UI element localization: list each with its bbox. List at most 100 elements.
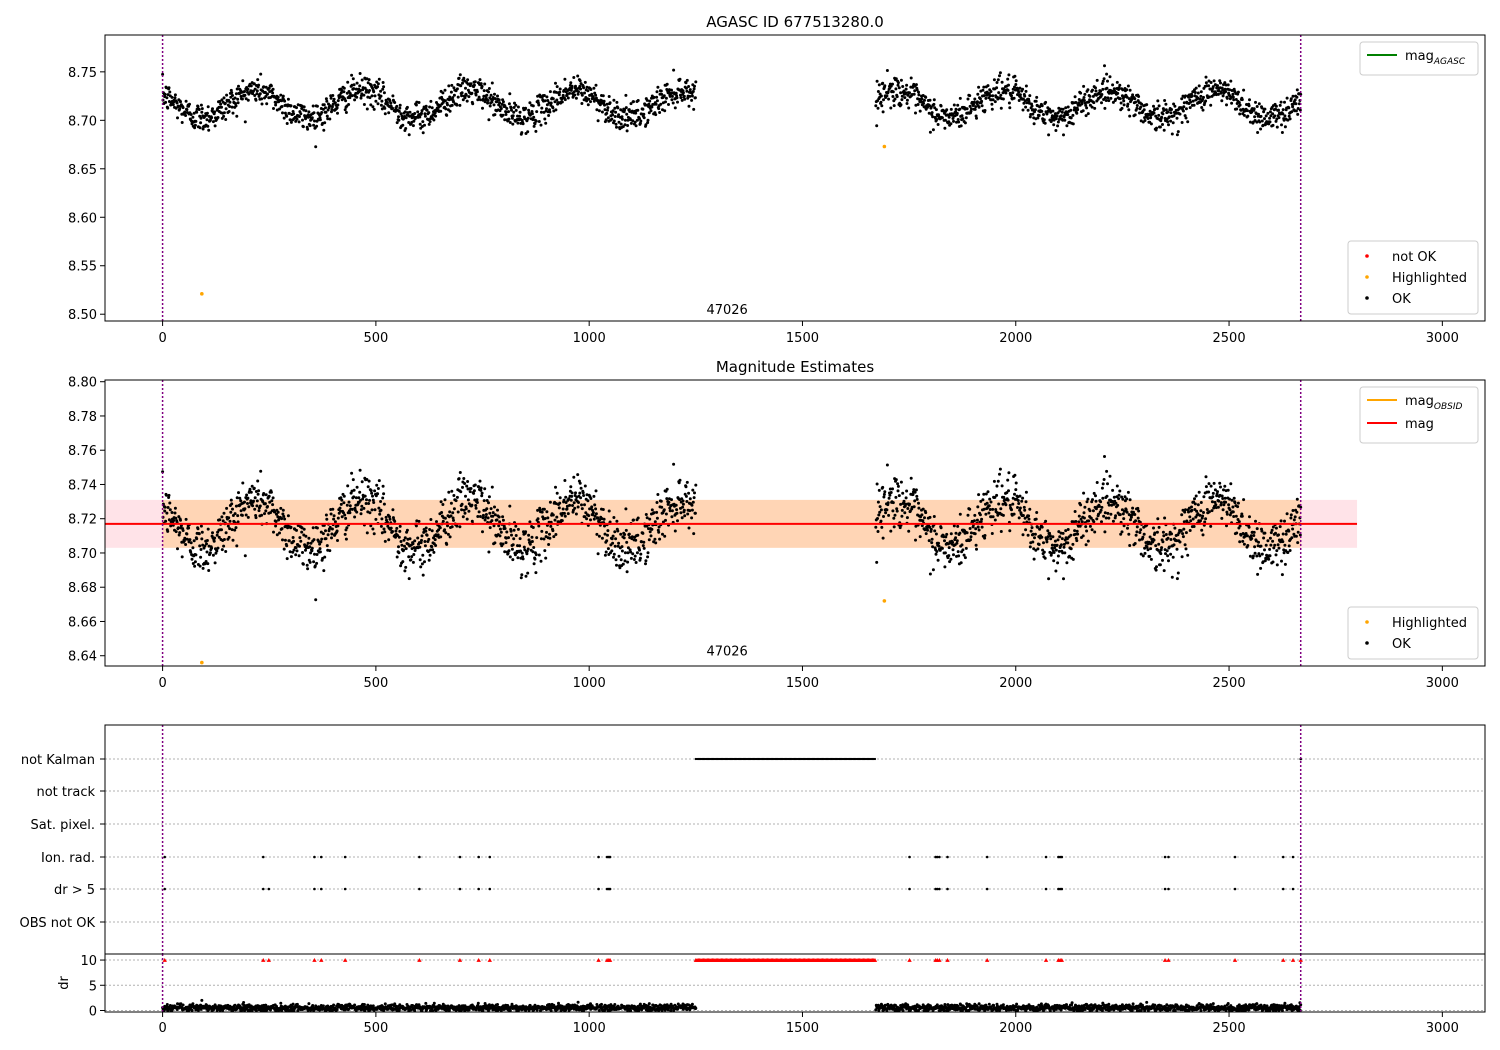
data-point (1173, 526, 1177, 530)
data-point (576, 74, 580, 78)
data-point (289, 555, 293, 559)
data-point (647, 111, 651, 115)
data-point (932, 98, 936, 102)
data-point (616, 106, 620, 110)
data-point (1031, 540, 1035, 544)
data-point (952, 119, 955, 123)
data-point (1116, 91, 1120, 95)
data-point (1152, 538, 1156, 542)
data-point (197, 532, 201, 536)
data-point (1148, 554, 1152, 558)
data-point (434, 544, 438, 547)
data-point (358, 84, 362, 88)
data-point (1281, 540, 1285, 544)
data-point (1252, 530, 1256, 534)
data-point (486, 101, 490, 105)
data-point (485, 499, 489, 502)
data-point (528, 101, 532, 105)
data-point (1295, 88, 1299, 92)
data-point (313, 552, 316, 556)
data-point (605, 102, 609, 106)
data-point (520, 573, 524, 577)
data-point (413, 112, 417, 115)
data-point (663, 109, 667, 113)
data-point (178, 107, 182, 111)
data-point (661, 520, 665, 524)
data-point (1240, 512, 1244, 516)
data-point (981, 498, 985, 502)
data-point (616, 529, 620, 533)
data-point (1024, 89, 1028, 93)
data-point (560, 519, 564, 523)
data-point (530, 535, 534, 539)
data-point (1198, 513, 1202, 517)
data-point (243, 500, 246, 504)
data-point (917, 90, 920, 94)
data-point (493, 541, 497, 545)
data-point (900, 98, 904, 102)
data-point (344, 516, 348, 520)
data-point (239, 499, 243, 503)
data-point (478, 78, 482, 82)
data-point (1287, 106, 1291, 110)
data-point (190, 557, 194, 561)
data-point (1164, 533, 1168, 536)
data-point (1074, 520, 1078, 523)
data-point (391, 94, 395, 98)
data-point (339, 496, 343, 500)
data-point (676, 519, 679, 523)
data-point (924, 95, 928, 99)
data-point (1268, 536, 1272, 540)
data-point (412, 553, 416, 556)
flag-point (313, 887, 316, 891)
data-point (477, 485, 481, 489)
data-point (491, 511, 495, 515)
data-point (508, 92, 512, 96)
data-point (362, 506, 366, 510)
data-point (1025, 520, 1029, 524)
data-point (603, 103, 606, 107)
flag-point (597, 855, 600, 859)
data-point (620, 117, 624, 121)
data-point (502, 524, 506, 528)
data-point (1056, 120, 1060, 124)
data-point (1225, 103, 1228, 107)
data-point (658, 111, 662, 114)
data-point (1028, 545, 1032, 549)
data-point (335, 529, 339, 533)
data-point (401, 560, 405, 564)
data-point (1017, 99, 1021, 102)
data-point (1040, 535, 1044, 539)
data-point (694, 483, 698, 487)
data-point (1251, 554, 1255, 558)
data-point (1231, 92, 1235, 96)
data-point (617, 541, 621, 545)
data-point (1140, 102, 1144, 106)
data-point (314, 598, 318, 602)
data-point (1253, 115, 1257, 119)
data-point (1017, 90, 1021, 94)
data-point (166, 93, 170, 97)
data-point (610, 117, 614, 121)
data-point (1232, 496, 1236, 500)
data-point (880, 525, 884, 529)
data-point (619, 108, 623, 112)
data-point (665, 487, 669, 491)
data-point (1229, 482, 1233, 486)
data-point (1103, 106, 1107, 110)
data-point (403, 536, 407, 540)
data-point (1125, 510, 1129, 514)
data-point (641, 544, 645, 548)
data-point (234, 102, 237, 106)
data-point (945, 108, 949, 112)
data-point (210, 116, 214, 120)
data-point (606, 108, 609, 112)
data-point (991, 98, 995, 102)
data-point (249, 84, 253, 88)
data-point (685, 500, 689, 503)
data-point (292, 112, 296, 116)
data-point (243, 90, 246, 93)
data-point (484, 97, 488, 100)
data-point (551, 513, 555, 517)
data-point (266, 505, 269, 508)
